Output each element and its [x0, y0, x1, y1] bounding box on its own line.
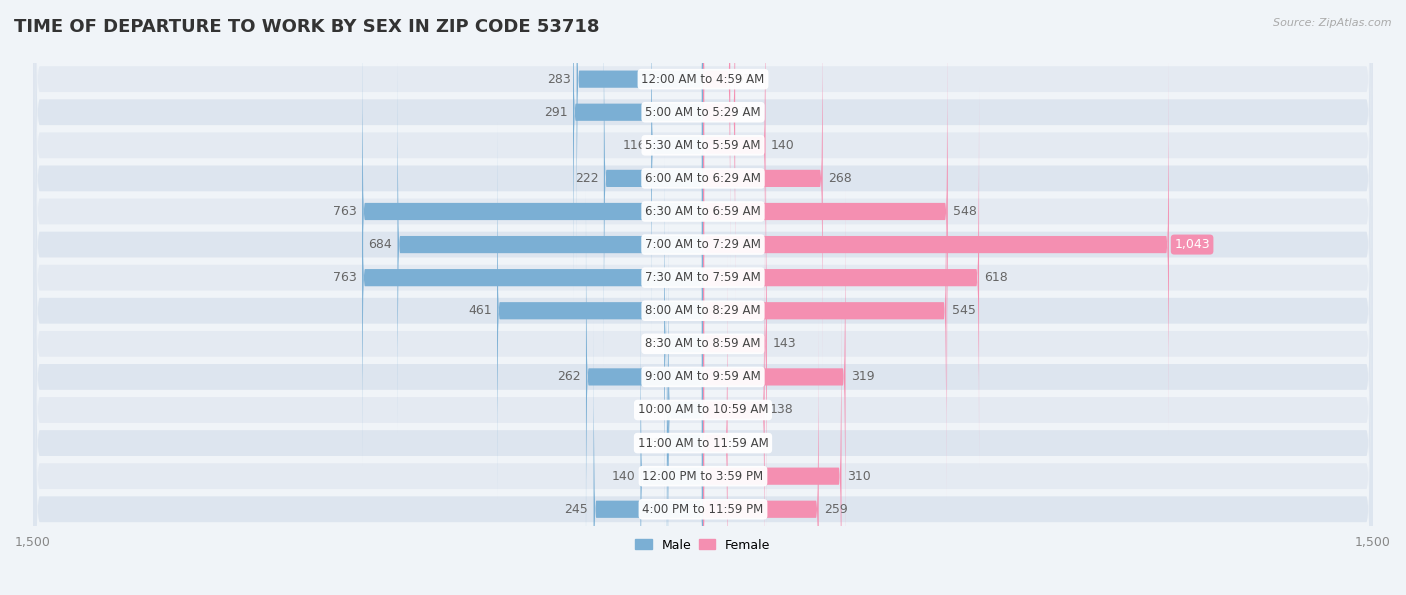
Text: 7:30 AM to 7:59 AM: 7:30 AM to 7:59 AM	[645, 271, 761, 284]
FancyBboxPatch shape	[703, 220, 765, 595]
Text: 5:30 AM to 5:59 AM: 5:30 AM to 5:59 AM	[645, 139, 761, 152]
Text: 461: 461	[468, 304, 492, 317]
FancyBboxPatch shape	[703, 0, 765, 335]
Text: 72: 72	[741, 106, 756, 119]
FancyBboxPatch shape	[703, 187, 845, 567]
FancyBboxPatch shape	[32, 0, 1374, 595]
FancyBboxPatch shape	[32, 0, 1374, 595]
FancyBboxPatch shape	[703, 0, 735, 302]
Legend: Male, Female: Male, Female	[630, 534, 776, 556]
Text: 1,043: 1,043	[1174, 238, 1211, 251]
Text: 8:00 AM to 8:29 AM: 8:00 AM to 8:29 AM	[645, 304, 761, 317]
Text: 259: 259	[824, 503, 848, 516]
FancyBboxPatch shape	[703, 253, 727, 595]
Text: Source: ZipAtlas.com: Source: ZipAtlas.com	[1274, 18, 1392, 28]
Text: 116: 116	[623, 139, 645, 152]
Text: 81: 81	[645, 437, 661, 450]
FancyBboxPatch shape	[703, 0, 823, 368]
FancyBboxPatch shape	[32, 0, 1374, 595]
Text: 143: 143	[772, 337, 796, 350]
Text: 11:00 AM to 11:59 AM: 11:00 AM to 11:59 AM	[638, 437, 768, 450]
Text: 6:30 AM to 6:59 AM: 6:30 AM to 6:59 AM	[645, 205, 761, 218]
Text: 12:00 PM to 3:59 PM: 12:00 PM to 3:59 PM	[643, 469, 763, 483]
FancyBboxPatch shape	[703, 121, 946, 500]
FancyBboxPatch shape	[641, 286, 703, 595]
FancyBboxPatch shape	[32, 0, 1374, 595]
Text: 10:00 AM to 10:59 AM: 10:00 AM to 10:59 AM	[638, 403, 768, 416]
Text: 5:00 AM to 5:29 AM: 5:00 AM to 5:29 AM	[645, 106, 761, 119]
FancyBboxPatch shape	[32, 0, 1374, 595]
FancyBboxPatch shape	[32, 0, 1374, 562]
Text: 291: 291	[544, 106, 568, 119]
FancyBboxPatch shape	[666, 253, 703, 595]
FancyBboxPatch shape	[668, 220, 703, 595]
Text: 7:00 AM to 7:29 AM: 7:00 AM to 7:29 AM	[645, 238, 761, 251]
FancyBboxPatch shape	[703, 286, 841, 595]
Text: 319: 319	[851, 371, 875, 383]
Text: 78: 78	[647, 403, 662, 416]
FancyBboxPatch shape	[703, 55, 1168, 434]
Text: 8:30 AM to 8:59 AM: 8:30 AM to 8:59 AM	[645, 337, 761, 350]
FancyBboxPatch shape	[32, 0, 1374, 595]
Text: 140: 140	[770, 139, 794, 152]
Text: 548: 548	[953, 205, 977, 218]
Text: 140: 140	[612, 469, 636, 483]
Text: 12:00 AM to 4:59 AM: 12:00 AM to 4:59 AM	[641, 73, 765, 86]
FancyBboxPatch shape	[32, 0, 1374, 595]
FancyBboxPatch shape	[363, 21, 703, 402]
FancyBboxPatch shape	[593, 320, 703, 595]
Text: 763: 763	[333, 205, 357, 218]
FancyBboxPatch shape	[703, 0, 730, 269]
Text: 9:00 AM to 9:59 AM: 9:00 AM to 9:59 AM	[645, 371, 761, 383]
FancyBboxPatch shape	[576, 0, 703, 269]
FancyBboxPatch shape	[32, 0, 1374, 595]
FancyBboxPatch shape	[498, 121, 703, 500]
Text: 222: 222	[575, 172, 599, 185]
FancyBboxPatch shape	[703, 320, 818, 595]
FancyBboxPatch shape	[664, 154, 703, 534]
FancyBboxPatch shape	[574, 0, 703, 302]
Text: 55: 55	[733, 437, 749, 450]
Text: TIME OF DEPARTURE TO WORK BY SEX IN ZIP CODE 53718: TIME OF DEPARTURE TO WORK BY SEX IN ZIP …	[14, 18, 599, 36]
FancyBboxPatch shape	[586, 187, 703, 567]
Text: 545: 545	[952, 304, 976, 317]
FancyBboxPatch shape	[651, 0, 703, 335]
FancyBboxPatch shape	[32, 0, 1374, 595]
Text: 87: 87	[643, 337, 659, 350]
Text: 283: 283	[547, 73, 571, 86]
FancyBboxPatch shape	[703, 154, 766, 534]
FancyBboxPatch shape	[703, 21, 948, 402]
Text: 6:00 AM to 6:29 AM: 6:00 AM to 6:29 AM	[645, 172, 761, 185]
Text: 4:00 PM to 11:59 PM: 4:00 PM to 11:59 PM	[643, 503, 763, 516]
FancyBboxPatch shape	[32, 0, 1374, 595]
FancyBboxPatch shape	[398, 55, 703, 434]
Text: 684: 684	[368, 238, 392, 251]
Text: 138: 138	[770, 403, 794, 416]
Text: 268: 268	[828, 172, 852, 185]
FancyBboxPatch shape	[32, 0, 1374, 595]
Text: 245: 245	[564, 503, 588, 516]
FancyBboxPatch shape	[32, 26, 1374, 595]
Text: 310: 310	[846, 469, 870, 483]
Text: 618: 618	[984, 271, 1008, 284]
FancyBboxPatch shape	[703, 87, 979, 468]
Text: 61: 61	[735, 73, 751, 86]
Text: 262: 262	[557, 371, 581, 383]
FancyBboxPatch shape	[603, 0, 703, 368]
FancyBboxPatch shape	[32, 0, 1374, 595]
FancyBboxPatch shape	[363, 87, 703, 468]
Text: 763: 763	[333, 271, 357, 284]
